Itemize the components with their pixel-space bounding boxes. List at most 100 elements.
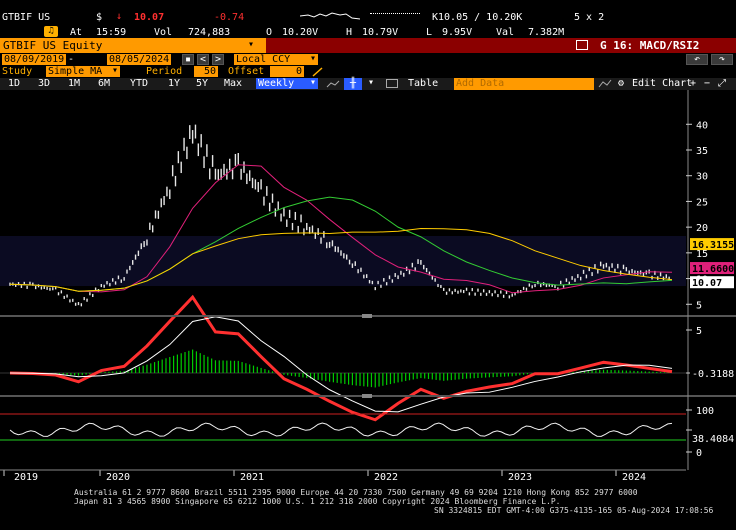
start-date-field[interactable]: 08/09/2019 <box>2 54 67 65</box>
frequency-select[interactable]: Weekly <box>256 78 318 89</box>
offset-input[interactable]: 0 <box>270 66 304 77</box>
value-label: Val <box>496 27 515 38</box>
offset-label: Offset <box>228 66 265 77</box>
price-label: 10.07 <box>692 278 722 289</box>
ma-type-select[interactable]: Simple MA <box>46 66 120 77</box>
volume-value: 724,883 <box>188 27 231 38</box>
trend-icon[interactable] <box>598 79 612 89</box>
price-label-box <box>690 238 734 251</box>
range-1d[interactable]: 1D <box>8 78 21 89</box>
range-toolbar: 1D 3D 1M 6M YTD 1Y 5Y Max Weekly ▾ ╫ ▾ T… <box>0 77 736 90</box>
year-label: 2022 <box>374 472 399 483</box>
ticker-label: GTBIF US <box>2 12 51 23</box>
year-label: 2021 <box>240 472 265 483</box>
macd-value-label: -0.3188 <box>692 369 734 380</box>
axis-layer: 51015202530354016.315511.660010.075-0.31… <box>0 90 736 476</box>
low-label: L <box>426 27 433 38</box>
calendar-icon[interactable]: ▪ <box>182 54 194 65</box>
range-ytd[interactable]: YTD <box>130 78 149 89</box>
y-tick-label: 20 <box>696 223 708 234</box>
add-data-input[interactable]: Add Data <box>454 78 594 90</box>
zoom-out-icon[interactable]: − <box>704 78 711 89</box>
macd-value-box <box>690 367 734 379</box>
next-button[interactable]: > <box>212 54 224 65</box>
pencil-icon[interactable] <box>312 67 324 77</box>
currency-symbol: $ <box>96 12 103 23</box>
study-label: Study <box>2 66 33 77</box>
y-tick-label: 25 <box>696 197 708 208</box>
date-settings-row: 08/09/2019 - 08/05/2024 ▪ < > Local CCY … <box>0 53 736 66</box>
prev-button[interactable]: < <box>197 54 209 65</box>
table-button[interactable]: Table <box>408 78 439 89</box>
range-5y[interactable]: 5Y <box>196 78 209 89</box>
macd-panel <box>0 294 686 422</box>
chevron-down-icon[interactable]: ▾ <box>310 53 317 64</box>
currency-select[interactable]: Local CCY <box>234 54 318 65</box>
panel-handle <box>362 394 372 398</box>
last-time: 15:59 <box>96 27 127 38</box>
rsi-tick-label: 0 <box>696 448 702 459</box>
y-tick-label: 35 <box>696 146 708 157</box>
undo-icon[interactable]: ↶ <box>686 54 708 65</box>
sparkline-dots <box>370 13 420 17</box>
line-chart-icon[interactable] <box>326 79 340 89</box>
footer-phones: Australia 61 2 9777 8600 Brazil 5511 239… <box>74 488 638 497</box>
y-tick-label: 30 <box>696 172 708 183</box>
security-name[interactable]: GTBIF US Equity <box>3 39 103 52</box>
macd-signal-line <box>9 316 673 413</box>
price-panel <box>0 124 686 307</box>
end-date-field[interactable]: 08/05/2024 <box>107 54 172 65</box>
y-tick-label: 5 <box>696 300 702 311</box>
range-1m[interactable]: 1M <box>68 78 81 89</box>
ma-yellow-line <box>9 227 673 292</box>
price-label: 16.3155 <box>692 240 734 251</box>
price-band <box>0 236 686 286</box>
open-value: 10.20V <box>282 27 319 38</box>
bid-ask-size: 5 x 2 <box>574 12 605 23</box>
rsi-value-box <box>690 432 734 444</box>
y-tick-label: 15 <box>696 249 708 260</box>
high-value: 10.79V <box>362 27 399 38</box>
export-icon[interactable] <box>576 40 588 50</box>
rsi-line <box>9 422 673 437</box>
rsi-value-label: 38.4084 <box>692 434 734 445</box>
settings-icon[interactable]: ⚙ <box>618 78 625 89</box>
rsi-tick-label: 100 <box>696 406 714 417</box>
redo-icon[interactable]: ↷ <box>711 54 733 65</box>
year-label: 2020 <box>106 472 131 483</box>
down-arrow-icon: ↓ <box>116 11 123 22</box>
year-label: 2019 <box>14 472 39 483</box>
chevron-down-icon[interactable]: ▾ <box>368 77 375 88</box>
price-label-box <box>690 276 734 289</box>
chevron-down-icon[interactable]: ▾ <box>310 77 317 88</box>
range-3d[interactable]: 3D <box>38 78 51 89</box>
expand-icon[interactable]: ⤢ <box>718 78 726 89</box>
page-title-area <box>266 38 736 53</box>
macd-tick-label: 5 <box>696 326 702 337</box>
chevron-down-icon[interactable]: ▾ <box>112 65 119 76</box>
high-label: H <box>346 27 353 38</box>
news-icon[interactable]: ♫ <box>44 26 58 37</box>
chevron-down-icon[interactable]: ▾ <box>248 39 255 50</box>
x-axis: 2019 2020 2021 2022 2023 2024 <box>0 472 736 486</box>
edit-chart-button[interactable]: Edit Chart <box>632 78 693 89</box>
period-input[interactable]: 50 <box>194 66 218 77</box>
low-value: 9.95V <box>442 27 473 38</box>
last-price: 10.07 <box>134 12 165 23</box>
chart-area[interactable]: 51015202530354016.315511.660010.075-0.31… <box>0 90 736 485</box>
range-6m[interactable]: 6M <box>98 78 111 89</box>
bid-ask: K10.05 / 10.20K <box>432 12 523 23</box>
bar-chart-icon[interactable]: ╫ <box>344 78 362 90</box>
traded-value: 7.382M <box>528 27 565 38</box>
at-label: At <box>70 27 83 38</box>
footer: Australia 61 2 9777 8600 Brazil 5511 239… <box>0 486 736 530</box>
price-change: -0.74 <box>214 12 245 23</box>
rsi-panel <box>0 413 686 441</box>
volume-label: Vol <box>154 27 173 38</box>
open-label: O <box>266 27 273 38</box>
table-icon[interactable] <box>386 79 398 88</box>
range-max[interactable]: Max <box>224 78 243 89</box>
zoom-in-icon[interactable]: + <box>690 78 697 89</box>
range-1y[interactable]: 1Y <box>168 78 181 89</box>
page-title: G 16: MACD/RSI2 <box>600 39 700 52</box>
